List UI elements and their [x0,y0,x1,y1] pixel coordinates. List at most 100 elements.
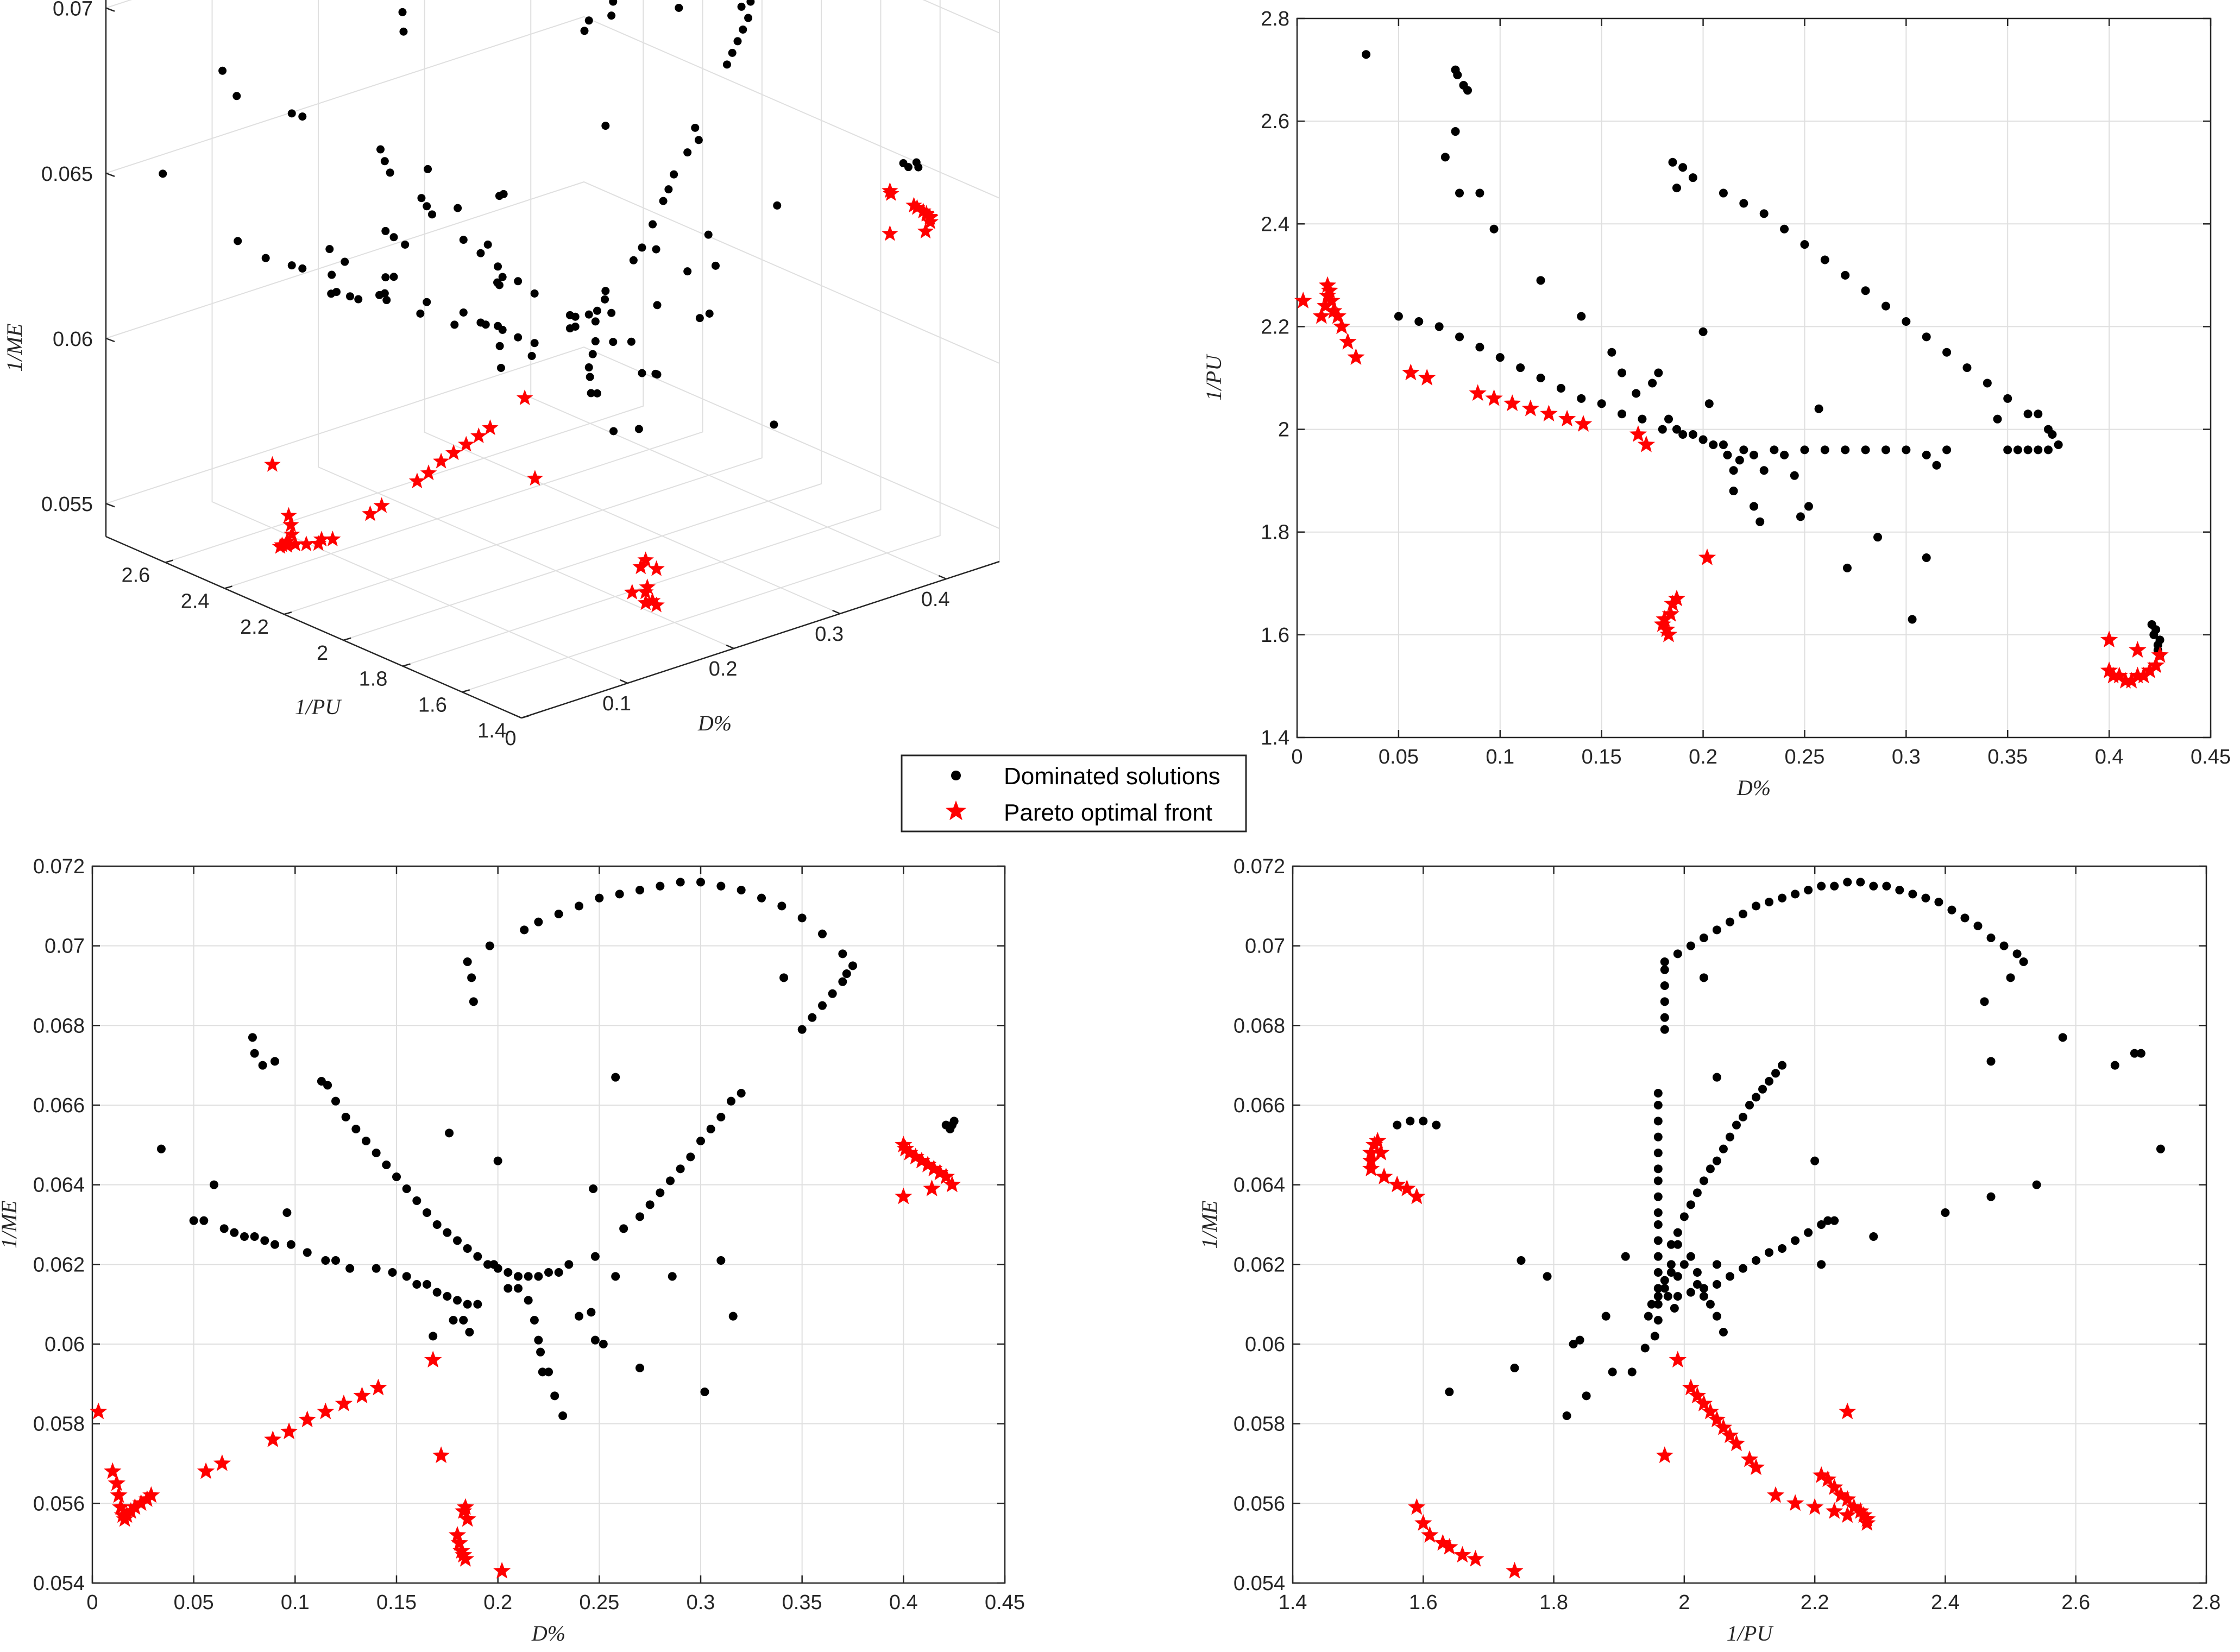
dominated-point-3d [476,318,485,327]
dominated-point [1712,1156,1721,1165]
pareto-point [1688,1386,1707,1404]
data-points [1294,50,2169,689]
dominated-point-3d [496,363,505,372]
dominated-point [1712,925,1721,935]
dominated-point [716,1256,726,1265]
dominated-point [727,1096,735,1106]
dominated-point-3d [416,309,425,318]
dominated-point [1489,224,1499,234]
y-tick-label: 0.07 [1245,935,1285,958]
dominated-point [1455,332,1464,342]
x-tick-3d [513,714,522,719]
dominated-point [1660,1284,1669,1293]
x-tick-label: 0.4 [2095,746,2124,768]
dominated-point-3d [493,278,502,287]
dominated-point [1962,363,1972,373]
legend-dominated-label: Dominated solutions [1004,763,1220,790]
dominated-point [250,1232,259,1241]
z-tick-3d [105,502,115,508]
x-axis-label: D% [1736,775,1771,800]
pareto-point [424,1351,442,1368]
dominated-point [1699,1176,1708,1186]
dominated-point [554,910,563,918]
dominated-point [392,1172,401,1181]
pareto-point [2100,661,2118,678]
dominated-point [635,1364,644,1372]
dominated-point [1725,1272,1734,1281]
pareto-point-3d [637,551,654,568]
dominated-point [1765,1248,1774,1257]
x-tick-label: 0.3 [687,1591,715,1614]
dominated-point [1650,1332,1659,1341]
y-tick-3d [224,585,232,589]
pareto-point-3d [905,197,922,213]
dominated-point [2054,440,2063,449]
y-tick-label: 0.07 [45,935,85,958]
x-tick-label: 0.15 [1582,746,1622,768]
dominated-point [1719,440,1728,449]
dominated-point [1729,487,1738,496]
dominated-point [1653,1089,1663,1098]
pareto-point [335,1395,353,1411]
y-tick-label-3d: 2.4 [181,590,210,613]
dominated-point [1577,312,1586,321]
pareto-point [1766,1486,1785,1503]
axes-box [1296,17,2212,739]
dominated-point [1817,881,1826,891]
dominated-point-3d [232,92,241,100]
dominated-point [1719,1328,1728,1336]
dominated-point [1706,1164,1715,1174]
dominated-point-3d [683,148,692,157]
pareto-point [1682,1378,1700,1396]
dominated-point-3d [389,273,398,281]
dominated-point-3d [298,264,307,273]
pareto-point [1421,1526,1439,1543]
dominated-point [1856,878,1865,887]
dominated-point [1804,502,1813,511]
dominated-point [1823,1216,1833,1225]
dominated-point-3d [498,325,507,334]
y-tick-label: 0.06 [45,1333,85,1356]
dominated-point [1607,348,1616,357]
pareto-point [895,1136,913,1153]
pareto-point [1454,1546,1471,1563]
x-tick-label: 0.05 [1379,746,1419,768]
x-tick-label: 0.35 [782,1591,822,1614]
pareto-point [458,1510,476,1527]
pareto-point-3d [624,584,640,600]
dominated-point [1947,905,1956,915]
pareto-point [1701,1402,1720,1420]
dominated-point [1654,368,1663,377]
dominated-point-3d [325,245,334,254]
pareto-point [197,1462,215,1479]
dominated-point [1942,445,1952,455]
plot-area [92,866,1005,1583]
y-tick-label: 2 [1278,419,1289,442]
dominated-point [668,1272,677,1281]
z-axis-label-3d: 1/ME [2,324,27,372]
dominated-point [345,1264,355,1273]
dominated-point [1673,1292,1682,1301]
dominated-point [696,1137,705,1145]
dominated-point-3d [670,170,678,179]
dominated-point [331,1096,340,1106]
pareto-point [1629,425,1647,442]
pareto-point [448,1526,467,1543]
dominated-point-3d [609,427,618,436]
dominated-point [728,1311,738,1321]
y-tick-label: 0.054 [33,1572,85,1595]
dominated-point-3d [649,220,657,229]
pareto-point [1408,1187,1426,1205]
x-axis-label: D% [531,1621,565,1645]
dominated-point-3d [234,237,242,245]
dominated-point [1922,553,1931,562]
dominated-point [443,1292,452,1301]
dominated-point [1719,188,1728,198]
pareto-point-3d [470,427,487,443]
pareto-point-3d [882,225,898,241]
dominated-point [465,1328,474,1336]
pareto-point [298,1410,316,1428]
dominated-point [686,1152,695,1162]
y-tick-label: 1.4 [1261,727,1289,749]
data-points-3d [159,0,939,613]
